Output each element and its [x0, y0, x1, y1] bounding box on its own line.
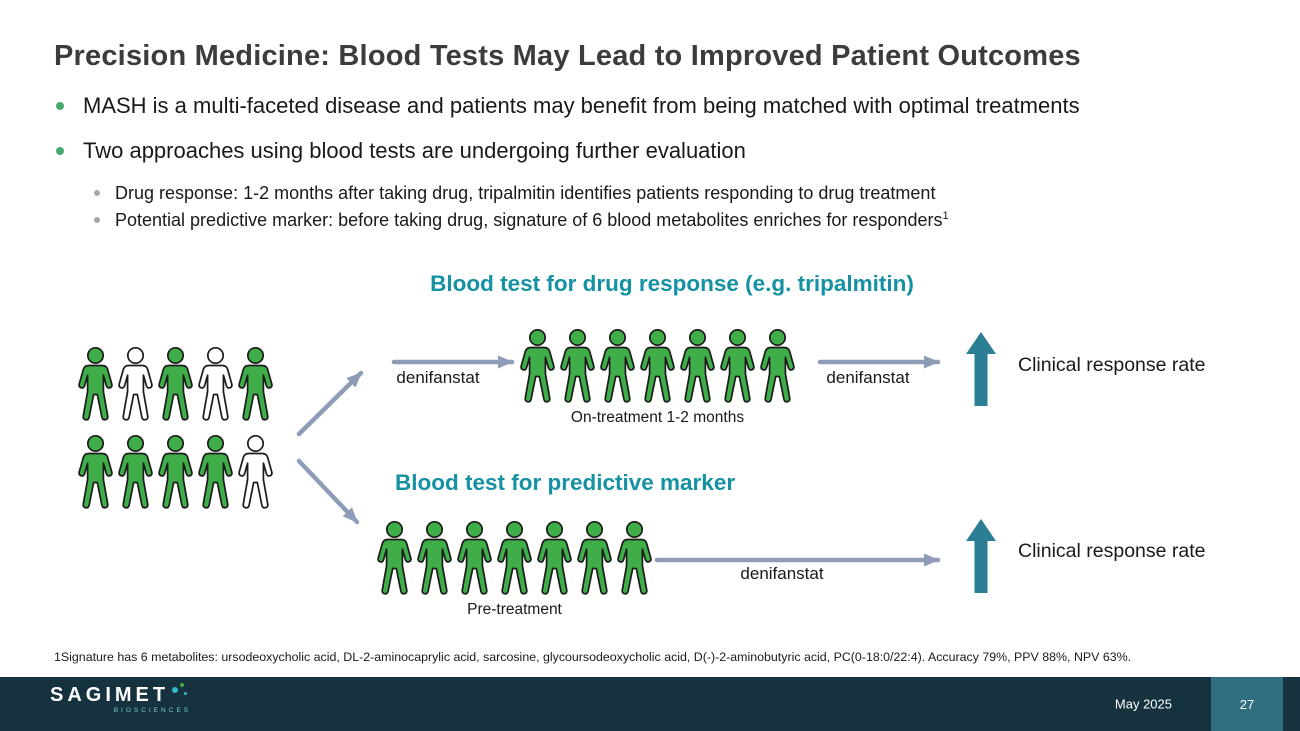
person-icon-white: [198, 346, 233, 421]
increase-arrow-top-icon: [966, 332, 996, 406]
slide-date: May 2025: [1114, 696, 1172, 712]
person-icon-green: [78, 434, 113, 509]
section-heading-drug-response: Blood test for drug response (e.g. tripa…: [430, 271, 914, 296]
footer-bar: SAGIMET BIOSCIENCES May 2025 27: [0, 677, 1300, 731]
footnote-reference: 1: [942, 209, 949, 222]
sub-bullet-item: Potential predictive marker: before taki…: [92, 207, 1214, 234]
person-icon-green: [238, 346, 273, 421]
page-number: 27: [1211, 677, 1283, 731]
person-icon-green: [577, 520, 612, 595]
person-icon-green: [158, 434, 193, 509]
logo-molecule-icon: [171, 683, 191, 701]
footnote: 1Signature has 6 metabolites: ursodeoxyc…: [54, 650, 1132, 664]
person-icon-green: [560, 328, 595, 403]
diagonal-arrow-up-icon: [296, 370, 364, 437]
person-icon-green: [118, 434, 153, 509]
person-icon-white: [118, 346, 153, 421]
bullet-text: MASH is a multi-faceted disease and pati…: [83, 93, 1080, 118]
person-icon-green: [720, 328, 755, 403]
sub-bullet-text: Potential predictive marker: before taki…: [115, 209, 949, 230]
outcome-label: Clinical response rate: [1018, 540, 1206, 562]
person-icon-green: [760, 328, 795, 403]
sagimet-logo: SAGIMET BIOSCIENCES: [50, 683, 192, 714]
sub-bullet-text: Drug response: 1-2 months after taking d…: [115, 182, 936, 203]
patient-group-pre-treatment: Pre-treatment: [375, 520, 654, 619]
person-icon-green: [537, 520, 572, 595]
logo-subtitle: BIOSCIENCES: [113, 707, 192, 714]
patient-row: [76, 346, 275, 424]
arrow-label-denifanstat: denifanstat: [826, 368, 910, 387]
patient-row: [76, 434, 275, 512]
patient-group-mixed: [76, 346, 275, 512]
logo-wordmark: SAGIMET: [50, 684, 170, 706]
person-icon-green: [640, 328, 675, 403]
outcome-label: Clinical response rate: [1018, 354, 1206, 376]
arrow-label-denifanstat: denifanstat: [740, 564, 824, 583]
person-icon-green: [158, 346, 193, 421]
person-icon-green: [198, 434, 233, 509]
arrow-label-denifanstat: denifanstat: [396, 368, 480, 387]
person-icon-green: [520, 328, 555, 403]
person-icon-green: [617, 520, 652, 595]
bullet-marker: [56, 102, 64, 110]
sub-bullet-item: Drug response: 1-2 months after taking d…: [92, 180, 1214, 207]
patient-row: [518, 328, 797, 406]
patient-row: [375, 520, 654, 598]
person-icon-green: [78, 346, 113, 421]
bullet-item: Two approaches using blood tests are und…: [54, 135, 1214, 167]
group-caption: Pre-treatment: [467, 601, 562, 618]
bullet-marker: [56, 146, 64, 155]
bullet-list: MASH is a multi-faceted disease and pati…: [54, 90, 1214, 234]
person-icon-green: [600, 328, 635, 403]
person-icon-green: [457, 520, 492, 595]
patient-group-on-treatment: On-treatment 1-2 months: [518, 328, 797, 427]
group-caption: On-treatment 1-2 months: [570, 409, 745, 426]
person-icon-green: [680, 328, 715, 403]
person-icon-green: [497, 520, 532, 595]
diagonal-arrow-down-icon: [296, 458, 360, 525]
section-heading-predictive-marker: Blood test for predictive marker: [395, 470, 736, 495]
bullet-marker: [94, 189, 100, 196]
increase-arrow-bottom-icon: [966, 519, 996, 593]
bullet-marker: [94, 216, 100, 223]
person-icon-green: [377, 520, 412, 595]
bullet-item: MASH is a multi-faceted disease and pati…: [54, 90, 1214, 122]
person-icon-green: [417, 520, 452, 595]
page-title: Precision Medicine: Blood Tests May Lead…: [54, 40, 1081, 72]
bullet-text: Two approaches using blood tests are und…: [83, 137, 746, 163]
person-icon-white: [238, 434, 273, 509]
